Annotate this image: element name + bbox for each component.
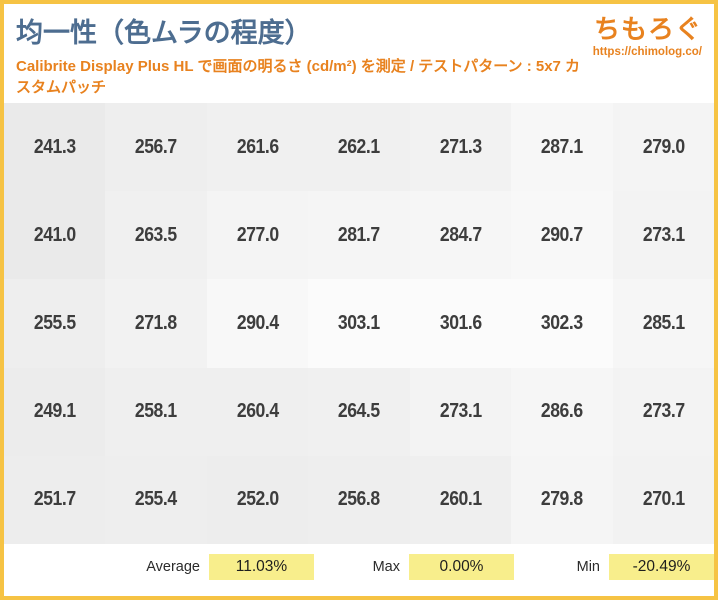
stat-value: -20.49% xyxy=(609,554,714,580)
heatmap-cell-value: 256.7 xyxy=(135,135,178,158)
heatmap-cell-value: 290.7 xyxy=(540,223,583,246)
heatmap-cell-value: 287.1 xyxy=(540,135,583,158)
heatmap-cell-value: 255.5 xyxy=(33,311,76,334)
heatmap-cell: 273.7 xyxy=(612,367,714,456)
heatmap-cell-value: 264.5 xyxy=(338,400,380,423)
heatmap-cell: 241.3 xyxy=(4,103,106,192)
heatmap-cell-value: 279.0 xyxy=(642,135,685,158)
heatmap-cell-value: 273.1 xyxy=(642,223,685,246)
heatmap-cell: 260.4 xyxy=(206,367,309,456)
heatmap-cell-value: 260.1 xyxy=(439,488,482,511)
page-title: 均一性（色ムラの程度） xyxy=(16,18,312,48)
heatmap-cell: 270.1 xyxy=(612,455,714,544)
heatmap-cell: 284.7 xyxy=(409,191,512,280)
heatmap-cell: 262.1 xyxy=(308,103,410,192)
heatmap-cell-value: 281.7 xyxy=(338,223,380,246)
stat-group-average: Average 11.03% xyxy=(4,554,314,580)
heatmap-cell: 285.1 xyxy=(612,279,714,368)
site-logo-text: ちもろぐ xyxy=(593,14,702,44)
heatmap-cell-value: 290.4 xyxy=(236,311,279,334)
heatmap-cell-value: 273.1 xyxy=(439,400,482,423)
heatmap-cell-value: 271.8 xyxy=(135,311,178,334)
stat-label: Min xyxy=(576,559,600,575)
site-logo: ちもろぐ https://chimolog.co/ xyxy=(593,14,702,103)
heatmap-cell-value: 262.1 xyxy=(338,135,380,158)
site-logo-url: https://chimolog.co/ xyxy=(592,45,702,58)
chart-subtitle: Calibrite Display Plus HL で画面の明るさ (cd/m²… xyxy=(16,58,581,97)
heatmap-cell-value: 270.1 xyxy=(642,488,685,511)
heatmap-cell: 287.1 xyxy=(511,103,613,192)
heatmap-cell: 271.3 xyxy=(409,103,512,192)
heatmap-cell: 286.6 xyxy=(511,367,613,456)
heatmap-cell-value: 241.0 xyxy=(33,223,76,246)
heatmap-cell: 290.4 xyxy=(206,279,309,368)
heatmap-cell-value: 263.5 xyxy=(135,223,178,246)
heatmap-cell-value: 284.7 xyxy=(439,223,482,246)
heatmap-cell: 251.7 xyxy=(4,455,106,544)
heatmap-cell: 260.1 xyxy=(409,455,512,544)
heatmap-cell-value: 260.4 xyxy=(236,400,279,423)
stats-bar: Average 11.03% Max 0.00% Min -20.49% xyxy=(4,544,714,596)
heatmap-cell: 279.0 xyxy=(612,103,714,192)
heatmap-cell: 273.1 xyxy=(409,367,512,456)
heatmap-cell-value: 285.1 xyxy=(642,311,685,334)
heatmap-cell: 256.8 xyxy=(308,455,410,544)
heatmap-cell-value: 301.6 xyxy=(439,311,482,334)
heatmap-cell: 301.6 xyxy=(409,279,512,368)
heatmap-cell: 271.8 xyxy=(105,279,207,368)
heatmap-cell-value: 261.6 xyxy=(236,135,279,158)
heatmap-cell: 256.7 xyxy=(105,103,207,192)
heatmap-cell: 252.0 xyxy=(206,455,309,544)
stat-label: Max xyxy=(372,559,400,575)
heatmap-cell: 241.0 xyxy=(4,191,106,280)
heatmap-cell-value: 255.4 xyxy=(135,488,178,511)
uniformity-heatmap: 241.3 256.7 261.6 262.1 271.3 287.1 279.0 241.0… xyxy=(4,103,714,544)
stat-group-max: Max 0.00% xyxy=(314,554,514,580)
heatmap-cell: 255.5 xyxy=(4,279,106,368)
heatmap-cell: 303.1 xyxy=(308,279,410,368)
stat-label: Average xyxy=(146,559,200,575)
heatmap-cell-value: 251.7 xyxy=(33,488,76,511)
heatmap-cell: 255.4 xyxy=(105,455,207,544)
heatmap-cell-value: 249.1 xyxy=(33,400,76,423)
heatmap-cell-value: 241.3 xyxy=(33,135,76,158)
stat-value: 11.03% xyxy=(209,554,314,580)
heatmap-cell-value: 279.8 xyxy=(540,488,583,511)
heatmap-cell: 261.6 xyxy=(206,103,309,192)
heatmap-cell: 277.0 xyxy=(206,191,309,280)
stat-group-min: Min -20.49% xyxy=(514,554,714,580)
heatmap-cell: 273.1 xyxy=(612,191,714,280)
heatmap-cell-value: 273.7 xyxy=(642,400,685,423)
heatmap-cell-value: 277.0 xyxy=(236,223,279,246)
heatmap-cell-value: 271.3 xyxy=(439,135,482,158)
heatmap-cell: 281.7 xyxy=(308,191,410,280)
heatmap-cell: 290.7 xyxy=(511,191,613,280)
heatmap-cell: 302.3 xyxy=(511,279,613,368)
heatmap-cell: 249.1 xyxy=(4,367,106,456)
chart-header-titles: 均一性（色ムラの程度） Calibrite Display Plus HL で画… xyxy=(16,14,593,103)
heatmap-cell: 279.8 xyxy=(511,455,613,544)
heatmap-cell: 258.1 xyxy=(105,367,207,456)
heatmap-cell-value: 286.6 xyxy=(540,400,583,423)
chart-header: 均一性（色ムラの程度） Calibrite Display Plus HL で画… xyxy=(4,4,714,103)
heatmap-cell: 264.5 xyxy=(308,367,410,456)
heatmap-cell-value: 303.1 xyxy=(338,311,380,334)
stat-value: 0.00% xyxy=(409,554,514,580)
heatmap-cell-value: 256.8 xyxy=(338,488,380,511)
heatmap-cell-value: 258.1 xyxy=(135,400,178,423)
heatmap-cell-value: 302.3 xyxy=(540,311,583,334)
heatmap-cell-value: 252.0 xyxy=(236,488,279,511)
heatmap-cell: 263.5 xyxy=(105,191,207,280)
